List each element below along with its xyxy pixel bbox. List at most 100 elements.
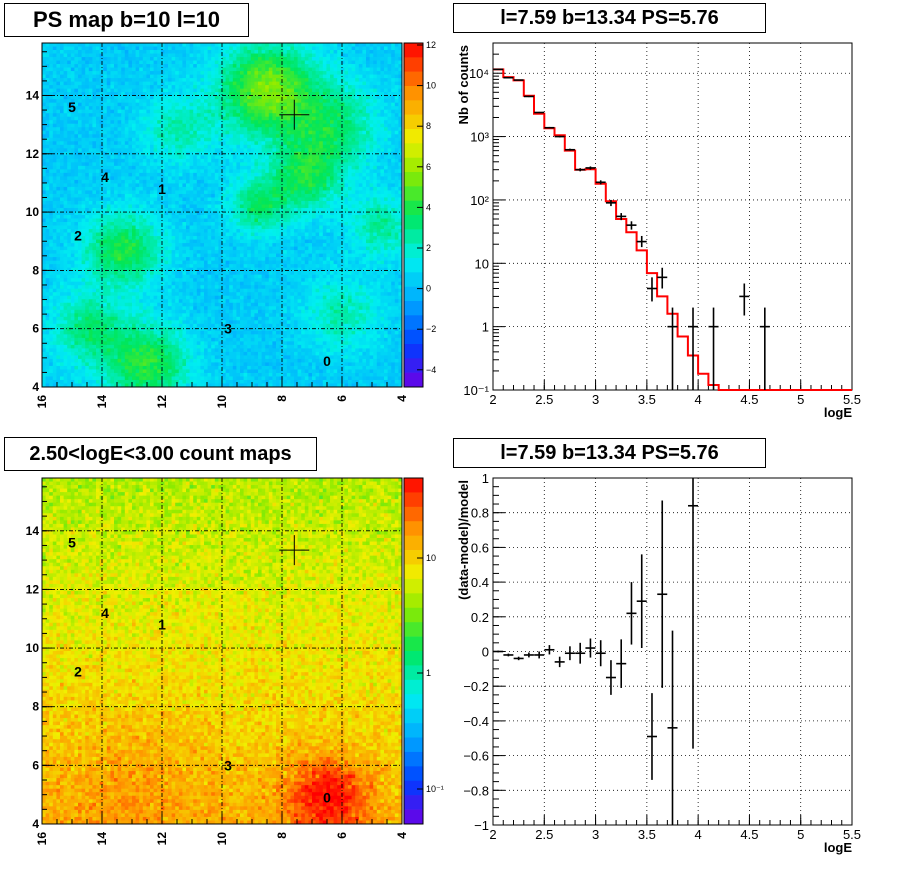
count-map-colorbar-bin [404,593,423,608]
residuals-data-point [514,657,524,660]
ps-map-colorbar-tick-label: 2 [426,243,431,253]
spectrum-data-point [688,308,698,390]
count-map-colorbar-tick-label: 10 [426,553,436,563]
residuals-data-point [626,582,636,644]
spectrum-y-tick-label: 10 [475,256,489,271]
residuals-data-point [637,554,647,648]
spectrum-y-tick-label: 10² [470,193,489,208]
ps-map-colorbar-bin [404,100,423,115]
count-map-colorbar-bin [404,795,423,810]
residuals-y-tick-label: 0.6 [471,540,489,555]
ps-map-colorbar-tick-label: 0 [426,284,431,294]
residuals-x-tick-label: 4.5 [740,827,758,842]
ps-map-colorbar-bin [404,272,423,287]
residuals-data-point [534,652,544,659]
count-map-colorbar-bin [404,507,423,522]
residuals-y-tick-label: 0.2 [471,610,489,625]
spectrum-data-point [503,77,513,78]
count-map-colorbar-bin [404,536,423,551]
ps-map-source-label: 0 [323,353,331,369]
residuals-data-point [544,645,554,654]
residuals-y-tick-label: 0.4 [471,575,489,590]
residuals-title: l=7.59 b=13.34 PS=5.76 [453,438,766,468]
ps-map-colorbar-tick-label: 4 [426,202,431,212]
ps-map-colorbar-bin [404,358,423,373]
residuals-data-point [596,640,606,666]
ps-map-colorbar-bin [404,158,423,173]
ps-map-y-tick-label: 10 [26,205,40,219]
spectrum-data-point [534,112,544,113]
spectrum-data-point [760,308,770,390]
residuals-x-tick-label: 5 [797,827,804,842]
count-map-colorbar-bin [404,579,423,594]
ps-map-colorbar-bin [404,301,423,316]
ps-map-source-label: 3 [224,321,232,337]
count-map-colorbar-bin [404,738,423,753]
count-map-colorbar-bin [404,565,423,580]
residuals-data-point [524,653,534,658]
ps-map-colorbar-bin [404,330,423,345]
count-map-y-tick-label: 12 [26,582,40,596]
count-map-y-tick-label: 8 [32,700,39,714]
ps-map-x-tick-label: 16 [35,395,49,409]
spectrum-data-point [637,236,647,247]
spectrum-x-tick-label: 2 [489,392,496,407]
ps-map-colorbar-bin [404,115,423,130]
spectrum-data-point [555,136,565,138]
count-map-colorbar-tick-label: 10⁻¹ [426,784,444,794]
count-map-colorbar-bin [404,608,423,623]
residuals-data-point [575,643,585,664]
ps-map-colorbar-bin [404,57,423,72]
spectrum-data-point [575,168,585,171]
spectrum-x-tick-label: 4.5 [740,392,758,407]
count-map-colorbar-bin [404,781,423,796]
residuals-data-point [616,639,626,688]
count-map-y-tick-label: 14 [26,524,40,538]
ps-map-colorbar-bin [404,258,423,273]
residuals-x-tick-label: 2.5 [535,827,553,842]
chart-canvas: 16 14 12 10 8 6 4468101214541230121086420−2−41… [0,0,898,871]
spectrum-data-point [647,277,657,301]
count-map-source-label: 0 [323,790,331,806]
residuals-y-tick-label: −1 [474,818,489,833]
residuals-data-point [493,651,503,653]
residuals-y-tick-label: 0.8 [471,506,489,521]
ps-map-colorbar-tick-label: −4 [426,365,436,375]
ps-map-y-tick-label: 8 [32,263,39,277]
count-map-x-tick-label: 14 [95,832,109,846]
count-map-source-label: 1 [158,617,166,633]
ps-map-colorbar-tick-label: 12 [426,40,436,50]
ps-map-colorbar-bin [404,373,423,388]
spectrum-data-point [565,149,575,151]
ps-map-colorbar-tick-label: −2 [426,324,436,334]
count-map-colorbar-bin [404,478,423,493]
count-map-y-tick-label: 10 [26,641,40,655]
count-map-colorbar-bin [404,810,423,825]
spectrum-x-tick-label: 4 [695,392,702,407]
count-map-x-tick-label: 4 [395,832,409,839]
spectrum-data-point [739,283,749,315]
ps-map-colorbar-bin [404,86,423,101]
residuals-x-tick-label: 4 [695,827,702,842]
ps-map-source-label: 4 [101,169,109,185]
residuals-data-point [585,638,595,657]
ps-map-colorbar-bin [404,201,423,216]
ps-map-colorbar-bin [404,315,423,330]
ps-map-y-tick-label: 6 [32,322,39,336]
ps-map-colorbar-bin [404,186,423,201]
residuals-y-tick-label: −0.2 [463,679,489,694]
count-map-colorbar-bin [404,766,423,781]
ps-map-colorbar-bin [404,244,423,259]
ps-map-colorbar-tick-label: 6 [426,162,431,172]
ps-map-x-tick-label: 10 [215,395,229,409]
ps-map-colorbar-tick-label: 10 [426,81,436,91]
count-map-source-label: 3 [224,757,232,773]
count-map-y-tick-label: 4 [32,817,39,831]
residuals-x-tick-label: 3 [592,827,599,842]
spectrum-title: l=7.59 b=13.34 PS=5.76 [453,3,766,33]
spectrum-y-tick-label: 10³ [470,130,489,145]
count-map-colorbar-bin [404,622,423,637]
spectrum-data-point [668,308,678,390]
residuals-data-point [688,478,698,749]
ps-map-x-tick-label: 14 [95,395,109,409]
